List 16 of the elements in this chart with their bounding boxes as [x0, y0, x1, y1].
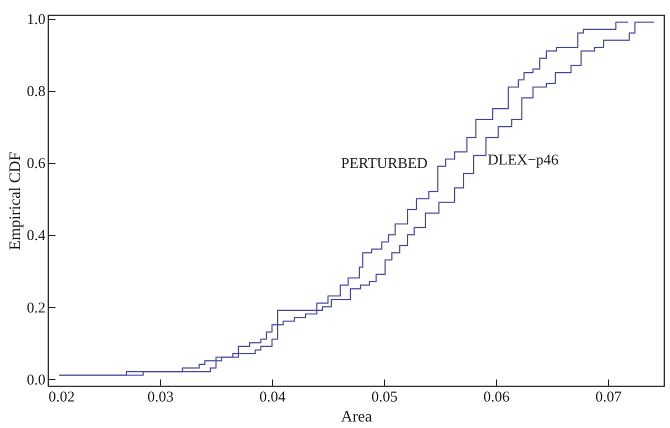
y-tick-label: 1.0	[26, 12, 46, 28]
x-tick-label: 0.04	[259, 390, 286, 406]
x-axis-title: Area	[340, 408, 372, 426]
y-tick-label: 0.2	[26, 300, 46, 316]
x-tick-label: 0.05	[371, 390, 398, 406]
x-tick-label: 0.06	[483, 390, 510, 406]
y-tick-label: 0.6	[26, 156, 46, 172]
y-tick-label: 0.0	[26, 372, 46, 388]
x-tick-label: 0.02	[48, 390, 75, 406]
y-tick-label: 0.4	[26, 228, 46, 244]
series-label: PERTURBED	[340, 156, 428, 172]
x-tick-label: 0.03	[147, 390, 174, 406]
y-tick-label: 0.8	[26, 84, 46, 100]
x-tick-label: 0.07	[595, 390, 622, 406]
y-axis-title: Empirical CDF	[6, 152, 24, 250]
series-label: DLEX−p46	[488, 152, 560, 168]
